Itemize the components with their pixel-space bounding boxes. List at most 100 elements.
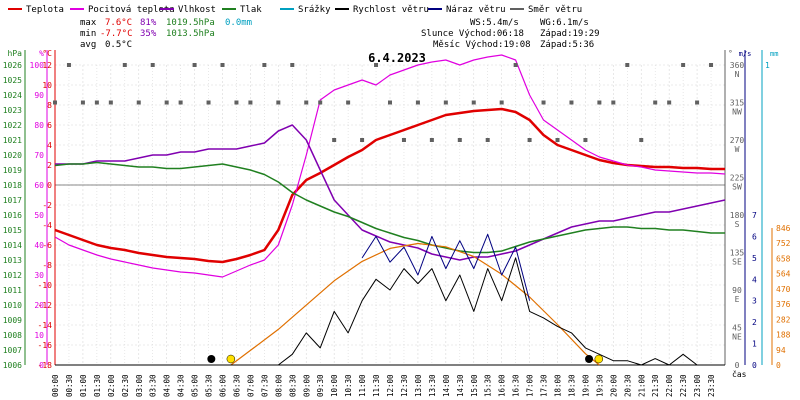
time-tick-label: 15:00	[470, 374, 479, 397]
time-tick-label: 09:00	[302, 374, 311, 397]
time-tick-label: 04:00	[163, 374, 172, 397]
rain-axis-tick-label: 1	[765, 61, 770, 70]
wind-direction-point	[318, 100, 323, 105]
hpa-axis-tick-label: 1018	[3, 181, 22, 190]
time-tick-label: 02:00	[107, 374, 116, 397]
wind-direction-point	[374, 63, 379, 67]
time-tick-label: 21:00	[637, 374, 646, 397]
ms-axis-tick-label: 2	[752, 318, 757, 327]
wind-direction-point	[276, 100, 281, 105]
time-tick-label: 06:30	[232, 374, 241, 397]
pct-axis-tick-label: 20	[34, 301, 44, 310]
temp-axis-title: °C	[42, 49, 52, 58]
wind-direction-point	[388, 100, 392, 105]
series-line-tlak	[54, 161, 725, 254]
wind-direction-point	[150, 63, 155, 67]
time-tick-label: 06:00	[219, 374, 228, 397]
stat-min-label: min	[80, 29, 96, 39]
series-line-pocitová-teplota	[54, 54, 726, 278]
hpa-axis-tick-label: 1025	[3, 76, 22, 85]
time-tick-label: 13:30	[428, 374, 437, 397]
stats: max 7.6°C 81% 1019.5hPa 0.0mm min -7.7°C…	[80, 18, 252, 50]
wind-direction-point	[80, 100, 85, 105]
wind-direction-point	[122, 63, 127, 67]
info-sun: Slunce Východ:06:18	[421, 29, 524, 39]
sunset-marker	[594, 354, 604, 364]
stat-max-hum: 81%	[140, 18, 157, 28]
dir-axis-name: N	[735, 70, 740, 79]
time-tick-label: 19:00	[581, 374, 590, 397]
solar-axis-tick-label: 564	[776, 270, 791, 279]
wind-direction-point	[527, 138, 532, 142]
wind-direction-point	[695, 100, 700, 105]
time-tick-label: 23:00	[693, 374, 702, 397]
hpa-axis-tick-label: 1011	[3, 286, 22, 295]
pct-axis-tick-label: 30	[34, 271, 44, 280]
time-tick-label: 00:00	[51, 374, 60, 397]
solar-axis-tick-label: 470	[776, 285, 791, 294]
ms-axis-tick-label: 7	[752, 211, 757, 220]
info-ws: WS:5.4m/s	[470, 18, 519, 28]
ms-axis-tick-label: 1	[752, 340, 757, 349]
series-line-vlhkost	[55, 124, 726, 261]
dir-axis-name: E	[735, 295, 740, 304]
time-tick-label: 14:30	[456, 374, 465, 397]
time-tick-label: 22:00	[665, 374, 674, 397]
wind-direction-point	[597, 100, 602, 105]
wind-direction-point	[681, 63, 686, 67]
pct-axis-tick-label: 40	[34, 241, 44, 250]
hpa-axis-tick-label: 1012	[3, 271, 22, 280]
time-tick-label: 18:30	[567, 374, 576, 397]
time-tick-label: 20:00	[609, 374, 618, 397]
stat-avg-temp: 0.5°C	[105, 40, 132, 50]
legend-label: Náraz větru	[446, 5, 506, 15]
time-tick-label: 19:30	[595, 374, 604, 397]
pct-axis-tick-label: 100	[30, 61, 45, 70]
time-tick-label: 11:00	[358, 374, 367, 397]
wind-direction-point	[332, 138, 337, 142]
temp-axis-tick-label: 0	[47, 181, 52, 190]
dir-axis-tick-label: 360	[730, 61, 745, 70]
wind-direction-point	[485, 138, 490, 142]
hpa-axis-tick-label: 1019	[3, 166, 22, 175]
ms-axis-tick-label: 6	[752, 232, 757, 241]
temp-axis-tick-label: 12	[42, 61, 52, 70]
hpa-axis-tick-label: 1006	[3, 361, 22, 370]
temp-axis-tick-label: -12	[38, 301, 53, 310]
time-tick-label: 21:30	[651, 374, 660, 397]
temp-axis-tick-label: -2	[42, 201, 52, 210]
hpa-axis-title: hPa	[8, 49, 23, 58]
stat-max-temp: 7.6°C	[105, 18, 132, 28]
wind-direction-point	[304, 100, 309, 105]
wind-direction-point	[709, 63, 714, 67]
wind-direction-point	[53, 100, 57, 105]
dir-axis-name: SE	[732, 258, 742, 267]
dir-axis-name: NE	[732, 333, 742, 342]
time-tick-label: 07:00	[246, 374, 255, 397]
wind-direction-point	[66, 63, 71, 67]
wind-direction-point	[611, 100, 616, 105]
stat-max-rain: 0.0mm	[225, 18, 252, 28]
ms-axis-tick-label: 0	[752, 361, 757, 370]
solar-axis-tick-label: 846	[776, 224, 791, 233]
temp-axis-tick-label: 6	[47, 121, 52, 130]
wind-direction-point	[653, 100, 658, 105]
wind-direction-point	[555, 138, 560, 142]
dir-axis-name: W	[735, 145, 740, 154]
pct-axis-title: %	[39, 49, 44, 58]
hpa-axis-tick-label: 1007	[3, 346, 22, 355]
wind-direction-point	[360, 138, 365, 142]
legend-label: Vlhkost	[178, 5, 216, 15]
time-tick-label: 16:30	[512, 374, 521, 397]
hpa-axis-tick-label: 1016	[3, 211, 22, 220]
legend-label: Teplota	[26, 5, 64, 15]
dir-axis-tick-label: 45	[732, 324, 742, 333]
temp-axis-tick-label: 10	[42, 81, 52, 90]
legend-label: Tlak	[240, 5, 262, 15]
wind-direction-point	[164, 100, 169, 105]
moonset-marker	[207, 355, 216, 363]
wind-direction-point	[513, 63, 518, 67]
info-moon-set: Západ:5:36	[540, 40, 594, 50]
stat-avg-label: avg	[80, 40, 96, 50]
